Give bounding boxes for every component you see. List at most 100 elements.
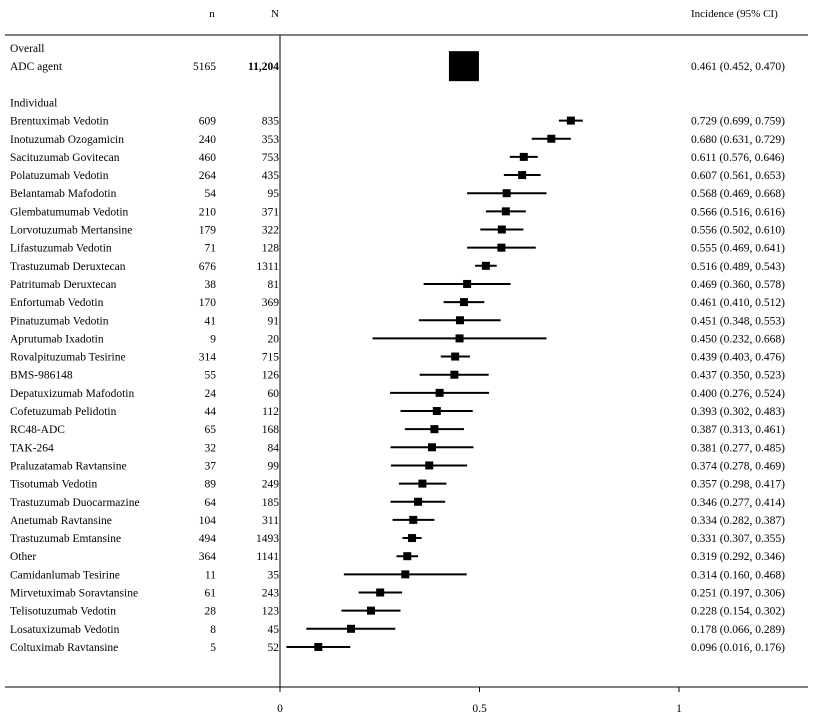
- row-ci-text: 0.381 (0.277, 0.485): [691, 442, 785, 454]
- row-N: 1141: [256, 551, 279, 563]
- row-N: 185: [262, 497, 280, 509]
- row-label: Polatuzumab Vedotin: [10, 170, 109, 182]
- point-estimate: [408, 534, 417, 543]
- row-N: 84: [268, 442, 280, 454]
- row-N: 435: [262, 170, 280, 182]
- row-ci-text: 0.451 (0.348, 0.553): [691, 315, 785, 327]
- point-estimate: [376, 588, 385, 597]
- row-label: Brentuximab Vedotin: [10, 116, 109, 128]
- overall-row: ADC agent 5165 11,204 0.461 (0.452, 0.470): [10, 51, 785, 82]
- row-ci-text: 0.387 (0.313, 0.461): [691, 424, 785, 436]
- row-N: 311: [262, 515, 279, 527]
- point-estimate: [502, 189, 511, 198]
- row-n: 28: [205, 606, 217, 618]
- header-N: N: [271, 8, 279, 20]
- point-estimate: [519, 152, 528, 161]
- row-ci-text: 0.568 (0.469, 0.668): [691, 188, 785, 200]
- row-n: 364: [199, 551, 217, 563]
- row-label: Sacituzumab Govitecan: [10, 152, 120, 164]
- row-N: 126: [262, 370, 280, 382]
- row-n: 170: [199, 297, 217, 309]
- row-label: Depatuxizumab Mafodotin: [10, 388, 134, 400]
- point-estimate: [435, 388, 444, 397]
- row-N: 835: [262, 116, 280, 128]
- point-estimate: [459, 298, 468, 307]
- axis-tick-label: 0: [277, 703, 283, 715]
- row-ci-text: 0.319 (0.292, 0.346): [691, 551, 785, 563]
- row-n: 44: [205, 406, 217, 418]
- row-n: 11: [205, 569, 216, 581]
- row-label: Praluzatamab Ravtansine: [10, 460, 127, 472]
- header-n: n: [209, 8, 215, 20]
- row-n: 264: [199, 170, 217, 182]
- row-ci-text: 0.334 (0.282, 0.387): [691, 515, 785, 527]
- row-label: Patritumab Deruxtecan: [10, 279, 117, 291]
- point-estimate: [403, 552, 412, 561]
- row-N: 371: [262, 206, 280, 218]
- row-label: Telisotuzumab Vedotin: [10, 606, 116, 618]
- axis-tick-label: 0.5: [472, 703, 487, 715]
- row-label: Trastuzumab Emtansine: [10, 533, 121, 545]
- point-estimate: [497, 243, 506, 252]
- row-label: Losatuxizumab Vedotin: [10, 624, 120, 636]
- row-ci-text: 0.178 (0.066, 0.289): [691, 624, 785, 636]
- study-row: Lifastuzumab Vedotin 71 128 0.555 (0.469, 0…: [10, 243, 785, 255]
- point-estimate: [501, 207, 510, 216]
- row-n: 54: [205, 188, 217, 200]
- row-N: 60: [268, 388, 280, 400]
- row-ci-text: 0.393 (0.302, 0.483): [691, 406, 785, 418]
- study-row: Glembatumumab Vedotin 210 371 0.566 (0.516,…: [10, 206, 785, 218]
- row-N: 715: [262, 352, 280, 364]
- row-n: 55: [205, 370, 217, 382]
- row-label: ADC agent: [10, 61, 63, 73]
- row-label: Inotuzumab Ozogamicin: [10, 134, 124, 146]
- row-ci-text: 0.607 (0.561, 0.653): [691, 170, 785, 182]
- row-ci-text: 0.461 (0.452, 0.470): [691, 61, 785, 73]
- row-N: 1311: [256, 261, 279, 273]
- point-estimate: [450, 370, 459, 379]
- study-row: Mirvetuximab Soravtansine 61 243 0.251 (0.1…: [10, 588, 785, 600]
- study-row: Inotuzumab Ozogamicin 240 353 0.680 (0.631,…: [10, 134, 785, 146]
- row-ci-text: 0.469 (0.360, 0.578): [691, 279, 785, 291]
- row-N: 128: [262, 243, 280, 255]
- row-n: 65: [205, 424, 217, 436]
- row-ci-text: 0.346 (0.277, 0.414): [691, 497, 785, 509]
- axis-tick-label: 1: [676, 703, 682, 715]
- point-estimate: [547, 134, 556, 143]
- row-N: 20: [268, 333, 280, 345]
- row-label: Cofetuzumab Pelidotin: [10, 406, 117, 418]
- row-N: 123: [262, 606, 280, 618]
- row-ci-text: 0.437 (0.350, 0.523): [691, 370, 785, 382]
- row-ci-text: 0.680 (0.631, 0.729): [691, 134, 785, 146]
- header-incidence: Incidence (95% CI): [691, 8, 778, 20]
- row-n: 8: [210, 624, 216, 636]
- section-heading: Individual: [10, 97, 57, 109]
- row-ci-text: 0.314 (0.160, 0.468): [691, 569, 785, 581]
- study-row: Anetumab Ravtansine 104 311 0.334 (0.282, 0…: [10, 515, 785, 527]
- study-row: Sacituzumab Govitecan 460 753 0.611 (0.576,…: [10, 152, 785, 164]
- row-ci-text: 0.096 (0.016, 0.176): [691, 642, 785, 654]
- study-row: Coltuximab Ravtansine 5 52 0.096 (0.016, 0.…: [10, 642, 785, 654]
- row-label: Lorvotuzumab Mertansine: [10, 225, 132, 237]
- row-label: Aprutumab Ixadotin: [10, 333, 104, 345]
- row-ci-text: 0.556 (0.502, 0.610): [691, 225, 785, 237]
- row-N: 99: [268, 460, 280, 472]
- row-ci-text: 0.357 (0.298, 0.417): [691, 479, 785, 491]
- row-n: 24: [205, 388, 217, 400]
- row-N: 1493: [256, 533, 279, 545]
- point-estimate: [518, 171, 527, 180]
- row-n: 9: [210, 333, 216, 345]
- row-n: 64: [205, 497, 217, 509]
- row-label: BMS-986148: [10, 370, 73, 382]
- row-ci-text: 0.729 (0.699, 0.759): [691, 116, 785, 128]
- row-label: Lifastuzumab Vedotin: [10, 243, 112, 255]
- row-ci-text: 0.461 (0.410, 0.512): [691, 297, 785, 309]
- study-row: Telisotuzumab Vedotin 28 123 0.228 (0.154, …: [10, 606, 785, 618]
- row-label: Coltuximab Ravtansine: [10, 642, 118, 654]
- row-n: 89: [205, 479, 217, 491]
- column-headers: n N Incidence (95% CI): [209, 8, 778, 20]
- row-N: 91: [268, 315, 280, 327]
- row-label: Mirvetuximab Soravtansine: [10, 588, 138, 600]
- row-n: 5: [210, 642, 216, 654]
- row-n: 61: [205, 588, 217, 600]
